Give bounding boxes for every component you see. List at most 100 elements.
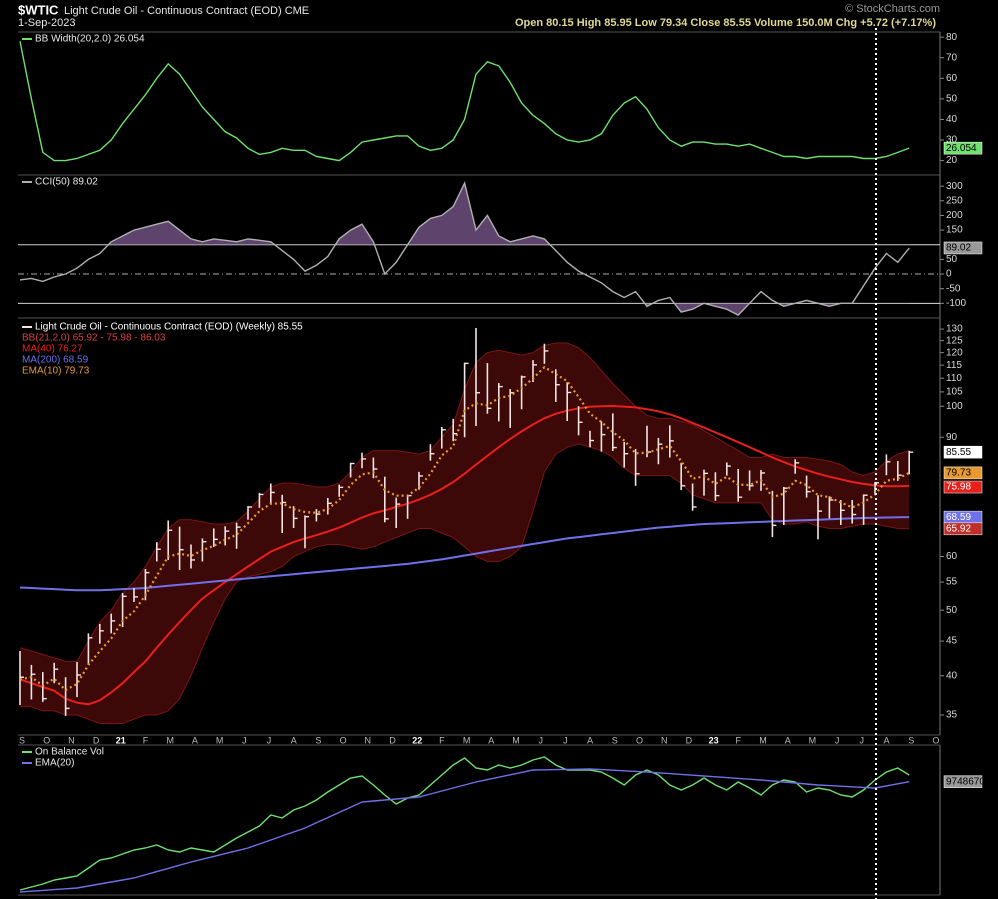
x-tick-label: 21 [116, 735, 126, 745]
y-tick-label: 300 [946, 181, 963, 192]
y-tick-label: 45 [946, 636, 958, 647]
x-tick-label: J [538, 735, 543, 745]
y-tick-label: 20 [946, 155, 958, 166]
indicator-line [19, 768, 910, 893]
legend-label: CCI(50) 89.02 [35, 177, 98, 188]
y-tick-label: 60 [946, 551, 958, 562]
y-tick-label: 105 [946, 387, 963, 398]
value-tag [943, 522, 983, 536]
x-tick-label: S [908, 735, 914, 745]
legend-label: EMA(10) 79.73 [22, 366, 90, 377]
y-tick-label: 200 [946, 210, 963, 221]
value-tag-label: 89.02 [946, 243, 971, 254]
legend-label: BB(21,2.0) 65.92 - 75.98 - 86.03 [22, 333, 166, 344]
x-tick-label: M [512, 735, 520, 745]
value-tag [943, 480, 983, 494]
symbol: $WTIC [18, 2, 59, 17]
credit: © StockCharts.com [845, 3, 940, 15]
cci-fill [108, 183, 551, 245]
value-tag-label: 68.59 [946, 512, 971, 523]
y-tick-label: 110 [946, 373, 962, 384]
x-tick-label: 23 [709, 735, 719, 745]
x-tick-label: A [488, 735, 494, 745]
y-tick-label: 120 [946, 347, 963, 358]
y-tick-label: 60 [946, 73, 958, 84]
x-tick-label: N [661, 735, 668, 745]
y-tick-label: 0 [946, 269, 952, 280]
legend-label: On Balance Vol [35, 747, 104, 758]
y-tick-label: 35 [946, 710, 958, 721]
y-tick-label: 250 [946, 195, 963, 206]
legend-label: BB Width(20,2.0) 26.054 [35, 34, 145, 45]
legend-label: EMA(20) [35, 758, 74, 769]
x-tick-label: O [636, 735, 643, 745]
legend-label: Light Crude Oil - Continuous Contract (E… [35, 322, 303, 333]
x-tick-label: M [759, 735, 767, 745]
value-tag [943, 141, 983, 155]
x-tick-label: S [612, 735, 618, 745]
x-tick-label: A [192, 735, 198, 745]
x-tick-label: S [19, 735, 25, 745]
value-tag-label: 75.98 [946, 482, 971, 493]
x-tick-label: J [835, 735, 840, 745]
indicator-line [19, 181, 910, 316]
legend-label: MA(40) 76.27 [22, 344, 83, 355]
x-tick-label: A [291, 735, 297, 745]
indicator-line [19, 756, 910, 891]
y-tick-label: 100 [946, 401, 963, 412]
bollinger-fill [20, 343, 910, 724]
value-tag [943, 775, 983, 788]
value-tag-label: 26.054 [946, 143, 977, 154]
value-tag-label: 79.73 [946, 468, 971, 479]
x-tick-label: M [463, 735, 471, 745]
value-tag-label: 85.55 [946, 447, 971, 458]
x-tick-label: O [43, 735, 50, 745]
x-tick-label: F [439, 735, 445, 745]
x-tick-label: N [68, 735, 75, 745]
x-tick-label: A [587, 735, 593, 745]
ema-line [19, 365, 910, 692]
x-tick-label: M [809, 735, 817, 745]
value-tag-label: 65.92 [946, 523, 971, 534]
x-tick-label: 22 [412, 735, 422, 745]
x-tick-label: J [242, 735, 247, 745]
value-tag [943, 445, 983, 459]
x-tick-label: F [143, 735, 149, 745]
x-tick-label: O [932, 735, 939, 745]
cci-fill [644, 303, 841, 316]
x-tick-label: M [166, 735, 174, 745]
date: 1-Sep-2023 [18, 17, 76, 29]
bollinger-lower [20, 443, 910, 724]
indicator-line [19, 41, 910, 162]
y-tick-label: 40 [946, 670, 958, 681]
y-tick-label: 115 [946, 360, 962, 371]
y-tick-label: 50 [946, 254, 958, 265]
y-tick-label: 130 [946, 324, 963, 335]
y-tick-label: 40 [946, 114, 958, 125]
y-tick-label: 90 [946, 432, 958, 443]
x-tick-label: D [686, 735, 693, 745]
quote: Open 80.15 High 85.95 Low 79.34 Close 85… [515, 17, 936, 29]
y-tick-label: 125 [946, 335, 963, 346]
y-tick-label: 50 [946, 605, 958, 616]
x-tick-label: M [216, 735, 224, 745]
x-tick-label: J [267, 735, 272, 745]
x-tick-label: A [883, 735, 889, 745]
x-tick-label: D [93, 735, 100, 745]
value-tag-label: 9748670 [946, 776, 985, 787]
value-tag [943, 241, 983, 255]
y-tick-label: 150 [946, 225, 963, 236]
y-tick-label: 55 [946, 577, 958, 588]
x-tick-label: N [365, 735, 372, 745]
y-tick-label: 50 [946, 94, 958, 105]
y-tick-label: 70 [946, 52, 958, 63]
x-tick-label: F [736, 735, 742, 745]
y-tick-label: 30 [946, 135, 958, 146]
legend-label: MA(200) 68.59 [22, 355, 89, 366]
panels: BB Width(20,2.0) 26.054 20 30 40 50 60 70 80 26.… [18, 31, 985, 896]
y-tick-label: -50 [946, 283, 961, 294]
x-tick-label: J [860, 735, 865, 745]
x-tick-label: A [785, 735, 791, 745]
